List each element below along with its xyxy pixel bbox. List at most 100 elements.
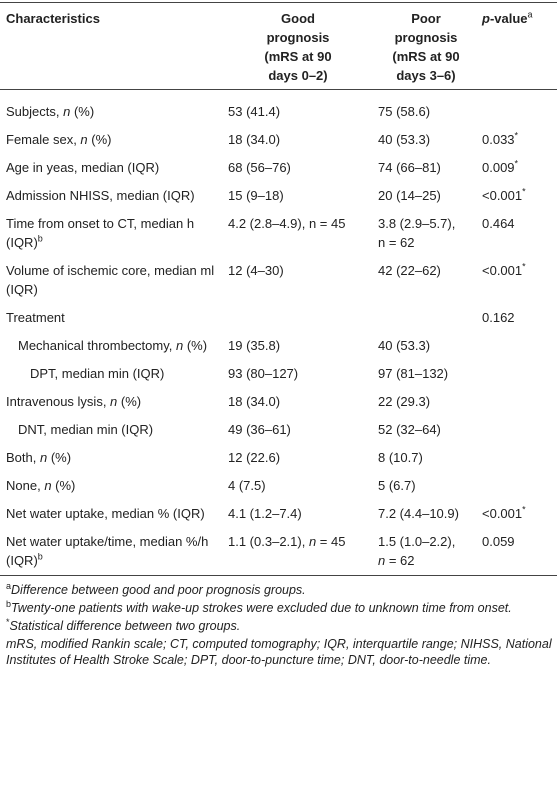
styled-text: n [44,478,52,493]
text: DPT, median min (IQR) [30,366,165,381]
cell: 68 (56–76) [222,154,372,182]
cell [476,416,557,444]
table: Characteristics Good prognosis (mRS at 90… [0,2,557,576]
footnotes: aDifference between good and poor progno… [0,576,557,668]
cell [222,304,372,332]
cell: 12 (22.6) [222,444,372,472]
text: None, [6,478,45,493]
text: (%) [47,450,72,465]
text: 19 (35.8) [228,338,281,353]
cell: 3.8 (2.9–5.7), n = 62 [372,210,476,257]
cell: 4.1 (1.2–7.4) [222,500,372,528]
cell: Female sex, n (%) [0,126,222,154]
row: Treatment 0.162 [0,304,557,332]
styled-text: Characteristics [6,11,100,26]
cell: 15 (9–18) [222,182,372,210]
text: (%) [183,338,208,353]
cell: None, n (%) [0,472,222,500]
cell: 49 (36–61) [222,416,372,444]
text: 97 (81–132) [378,366,449,381]
styled-text: b [6,598,12,609]
text: Mechanical thrombectomy, [18,338,176,353]
text: 5 (6.7) [378,478,416,493]
text: Both, [6,450,40,465]
text: 4.2 (2.8–4.9), n = 45 [228,216,346,231]
cell: 1.5 (1.0–2.2), n = 62 [372,528,476,576]
cell: Volume of ischemic core, median ml (IQR) [0,257,222,304]
text: 1.5 (1.0–2.2), [378,534,456,549]
text: = 62 [385,553,415,568]
cell: Age in yeas, median (IQR) [0,154,222,182]
styled-text: Statistical difference between two group… [9,619,241,633]
row: Admission NHISS, median (IQR) 15 (9–18) 20… [0,182,557,210]
cell [372,304,476,332]
text: 49 (36–61) [228,422,291,437]
cell: 4 (7.5) [222,472,372,500]
cell: <0.001* [476,257,557,304]
styled-text: n [63,104,71,119]
styled-text: n [378,553,386,568]
row: Female sex, n (%) 18 (34.0) 40 (53.3) 0.033… [0,126,557,154]
row: Time from onset to CT, median h (IQR)b 4.… [0,210,557,257]
footnote: bTwenty-one patients with wake-up stroke… [6,598,553,616]
cell: Mechanical thrombectomy, n (%) [0,332,222,360]
styled-text: * [6,616,10,627]
cell: 4.2 (2.8–4.9), n = 45 [222,210,372,257]
cell: 0.059 [476,528,557,576]
cell: 40 (53.3) [372,126,476,154]
cell: 52 (32–64) [372,416,476,444]
cell: 18 (34.0) [222,126,372,154]
styled-text: p [482,11,490,26]
text: 53 (41.4) [228,104,281,119]
text: 52 (32–64) [378,422,441,437]
footnote: *Statistical difference between two grou… [6,616,553,634]
cell: 22 (29.3) [372,388,476,416]
cell [476,332,557,360]
text: Net water uptake/time, median %/h (IQR) [6,534,209,568]
row: Intravenous lysis, n (%) 18 (34.0) 22 (29.… [0,388,557,416]
text: 18 (34.0) [228,394,281,409]
text: 12 (4–30) [228,263,284,278]
cell: <0.001* [476,182,557,210]
text: Treatment [6,310,65,325]
cell: DNT, median min (IQR) [0,416,222,444]
row: DNT, median min (IQR) 49 (36–61) 52 (32–64… [0,416,557,444]
text: 7.2 (4.4–10.9) [378,506,459,521]
text: 22 (29.3) [378,394,431,409]
cell: 40 (53.3) [372,332,476,360]
row: Volume of ischemic core, median ml (IQR)… [0,257,557,304]
styled-text: Poor prognosis (mRS at 90 days 3–6) [392,11,460,83]
text: 18 (34.0) [228,132,281,147]
cell: 75 (58.6) [372,90,476,127]
text: 93 (80–127) [228,366,299,381]
row: Net water uptake, median % (IQR) 4.1 (1.2… [0,500,557,528]
styled-text: b [37,233,43,244]
row: Both, n (%) 12 (22.6) 8 (10.7) [0,444,557,472]
text: Intravenous lysis, [6,394,111,409]
row: None, n (%) 4 (7.5) 5 (6.7) [0,472,557,500]
cell: Intravenous lysis, n (%) [0,388,222,416]
text: 0.162 [482,310,515,325]
text: 4.1 (1.2–7.4) [228,506,302,521]
cell [476,388,557,416]
row: DPT, median min (IQR) 93 (80–127) 97 (81–1… [0,360,557,388]
text: 1.1 (0.3–2.1), [228,534,309,549]
styled-text: Difference between good and poor prognos… [11,583,306,597]
text: 4 (7.5) [228,478,266,493]
styled-text: Good prognosis (mRS at 90 days 0–2) [264,11,332,83]
text: (%) [117,394,142,409]
text: 20 (14–25) [378,188,441,203]
styled-text: * [522,261,526,272]
styled-text: n [308,534,317,549]
cell: 18 (34.0) [222,388,372,416]
cell: 53 (41.4) [222,90,372,127]
text: 40 (53.3) [378,132,431,147]
cell: Treatment [0,304,222,332]
table-body: Subjects, n (%) 53 (41.4) 75 (58.6) Female … [0,90,557,576]
cell: 0.033* [476,126,557,154]
cell: 5 (6.7) [372,472,476,500]
text: 0.059 [482,534,515,549]
text: 68 (56–76) [228,160,291,175]
text: 75 (58.6) [378,104,431,119]
